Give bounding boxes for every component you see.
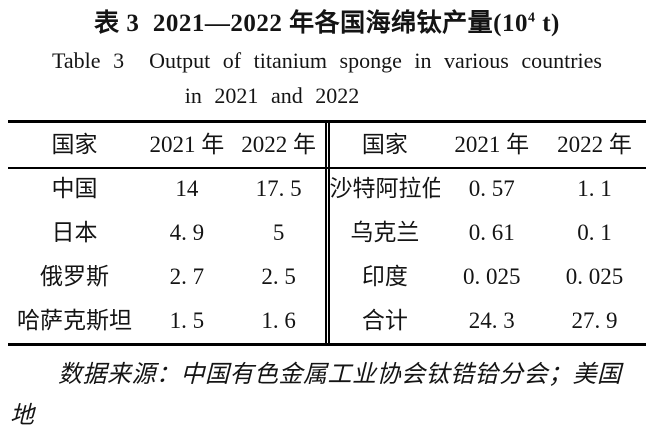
- data-table: 国家 2021 年 2022 年 中国 14 17. 5 日本 4. 9 5 俄…: [8, 120, 646, 346]
- cell-2022: 1. 1: [577, 176, 612, 201]
- right-header-2021: 2021 年: [454, 132, 530, 157]
- left-table: 国家 2021 年 2022 年 中国 14 17. 5 日本 4. 9 5 俄…: [8, 123, 325, 343]
- source-note-line2: 质调查局。: [10, 437, 644, 442]
- cell-2022: 17. 5: [255, 176, 302, 201]
- cell-country: 日本: [51, 220, 98, 245]
- cell-country: 中国: [51, 176, 98, 201]
- cell-2022: 0. 025: [565, 264, 624, 289]
- cell-country: 哈萨克斯坦: [16, 308, 132, 333]
- table-caption-zh: 表 3 2021—2022 年各国海绵钛产量(104 t): [0, 0, 654, 39]
- cell-2021: 14: [175, 176, 199, 201]
- cell-2021: 0. 025: [462, 264, 521, 289]
- cell-country: 合计: [361, 308, 408, 333]
- source-note-line1: 数据来源：中国有色金属工业协会钛锆铪分会；美国地: [10, 362, 622, 429]
- right-table: 国家 2021 年 2022 年 沙特阿拉伯 0. 57 1. 1 乌克兰 0.…: [324, 123, 647, 343]
- right-header-2022: 2022 年: [557, 132, 632, 157]
- table-caption-en-line1: Table 3 Output of titanium sponge in var…: [51, 48, 602, 73]
- cell-2021: 2. 7: [169, 264, 205, 289]
- right-header-country: 国家: [361, 132, 408, 157]
- cell-2021: 24. 3: [468, 308, 515, 333]
- cell-country: 印度: [361, 264, 408, 289]
- source-note: 数据来源：中国有色金属工业协会钛锆铪分会；美国地 质调查局。: [10, 355, 644, 442]
- cell-2022: 5: [272, 220, 285, 245]
- cell-2021: 0. 57: [468, 176, 515, 201]
- cell-2021: 4. 9: [169, 220, 205, 245]
- cell-2022: 27. 9: [571, 308, 618, 333]
- cell-2021: 0. 61: [468, 220, 515, 245]
- left-header-2021: 2021 年: [149, 132, 225, 157]
- cell-country: 沙特阿拉伯: [329, 176, 441, 201]
- cell-2022: 0. 1: [577, 220, 612, 245]
- cell-2022: 2. 5: [261, 264, 296, 289]
- caption-zh-superscript: 4: [527, 10, 536, 26]
- left-header-country: 国家: [51, 132, 98, 157]
- cell-2021: 1. 5: [169, 308, 205, 333]
- table-caption-en-line2: in 2021 and 2022: [184, 83, 360, 108]
- cell-2022: 1. 6: [261, 308, 296, 333]
- cell-country: 俄罗斯: [39, 264, 109, 289]
- left-header-2022: 2022 年: [241, 132, 316, 157]
- caption-zh-text: 表 3 2021—2022 年各国海绵钛产量(10: [94, 10, 528, 37]
- header-divider-line: [8, 167, 646, 169]
- cell-country: 乌克兰: [350, 220, 420, 245]
- caption-zh-unit: t): [535, 10, 560, 37]
